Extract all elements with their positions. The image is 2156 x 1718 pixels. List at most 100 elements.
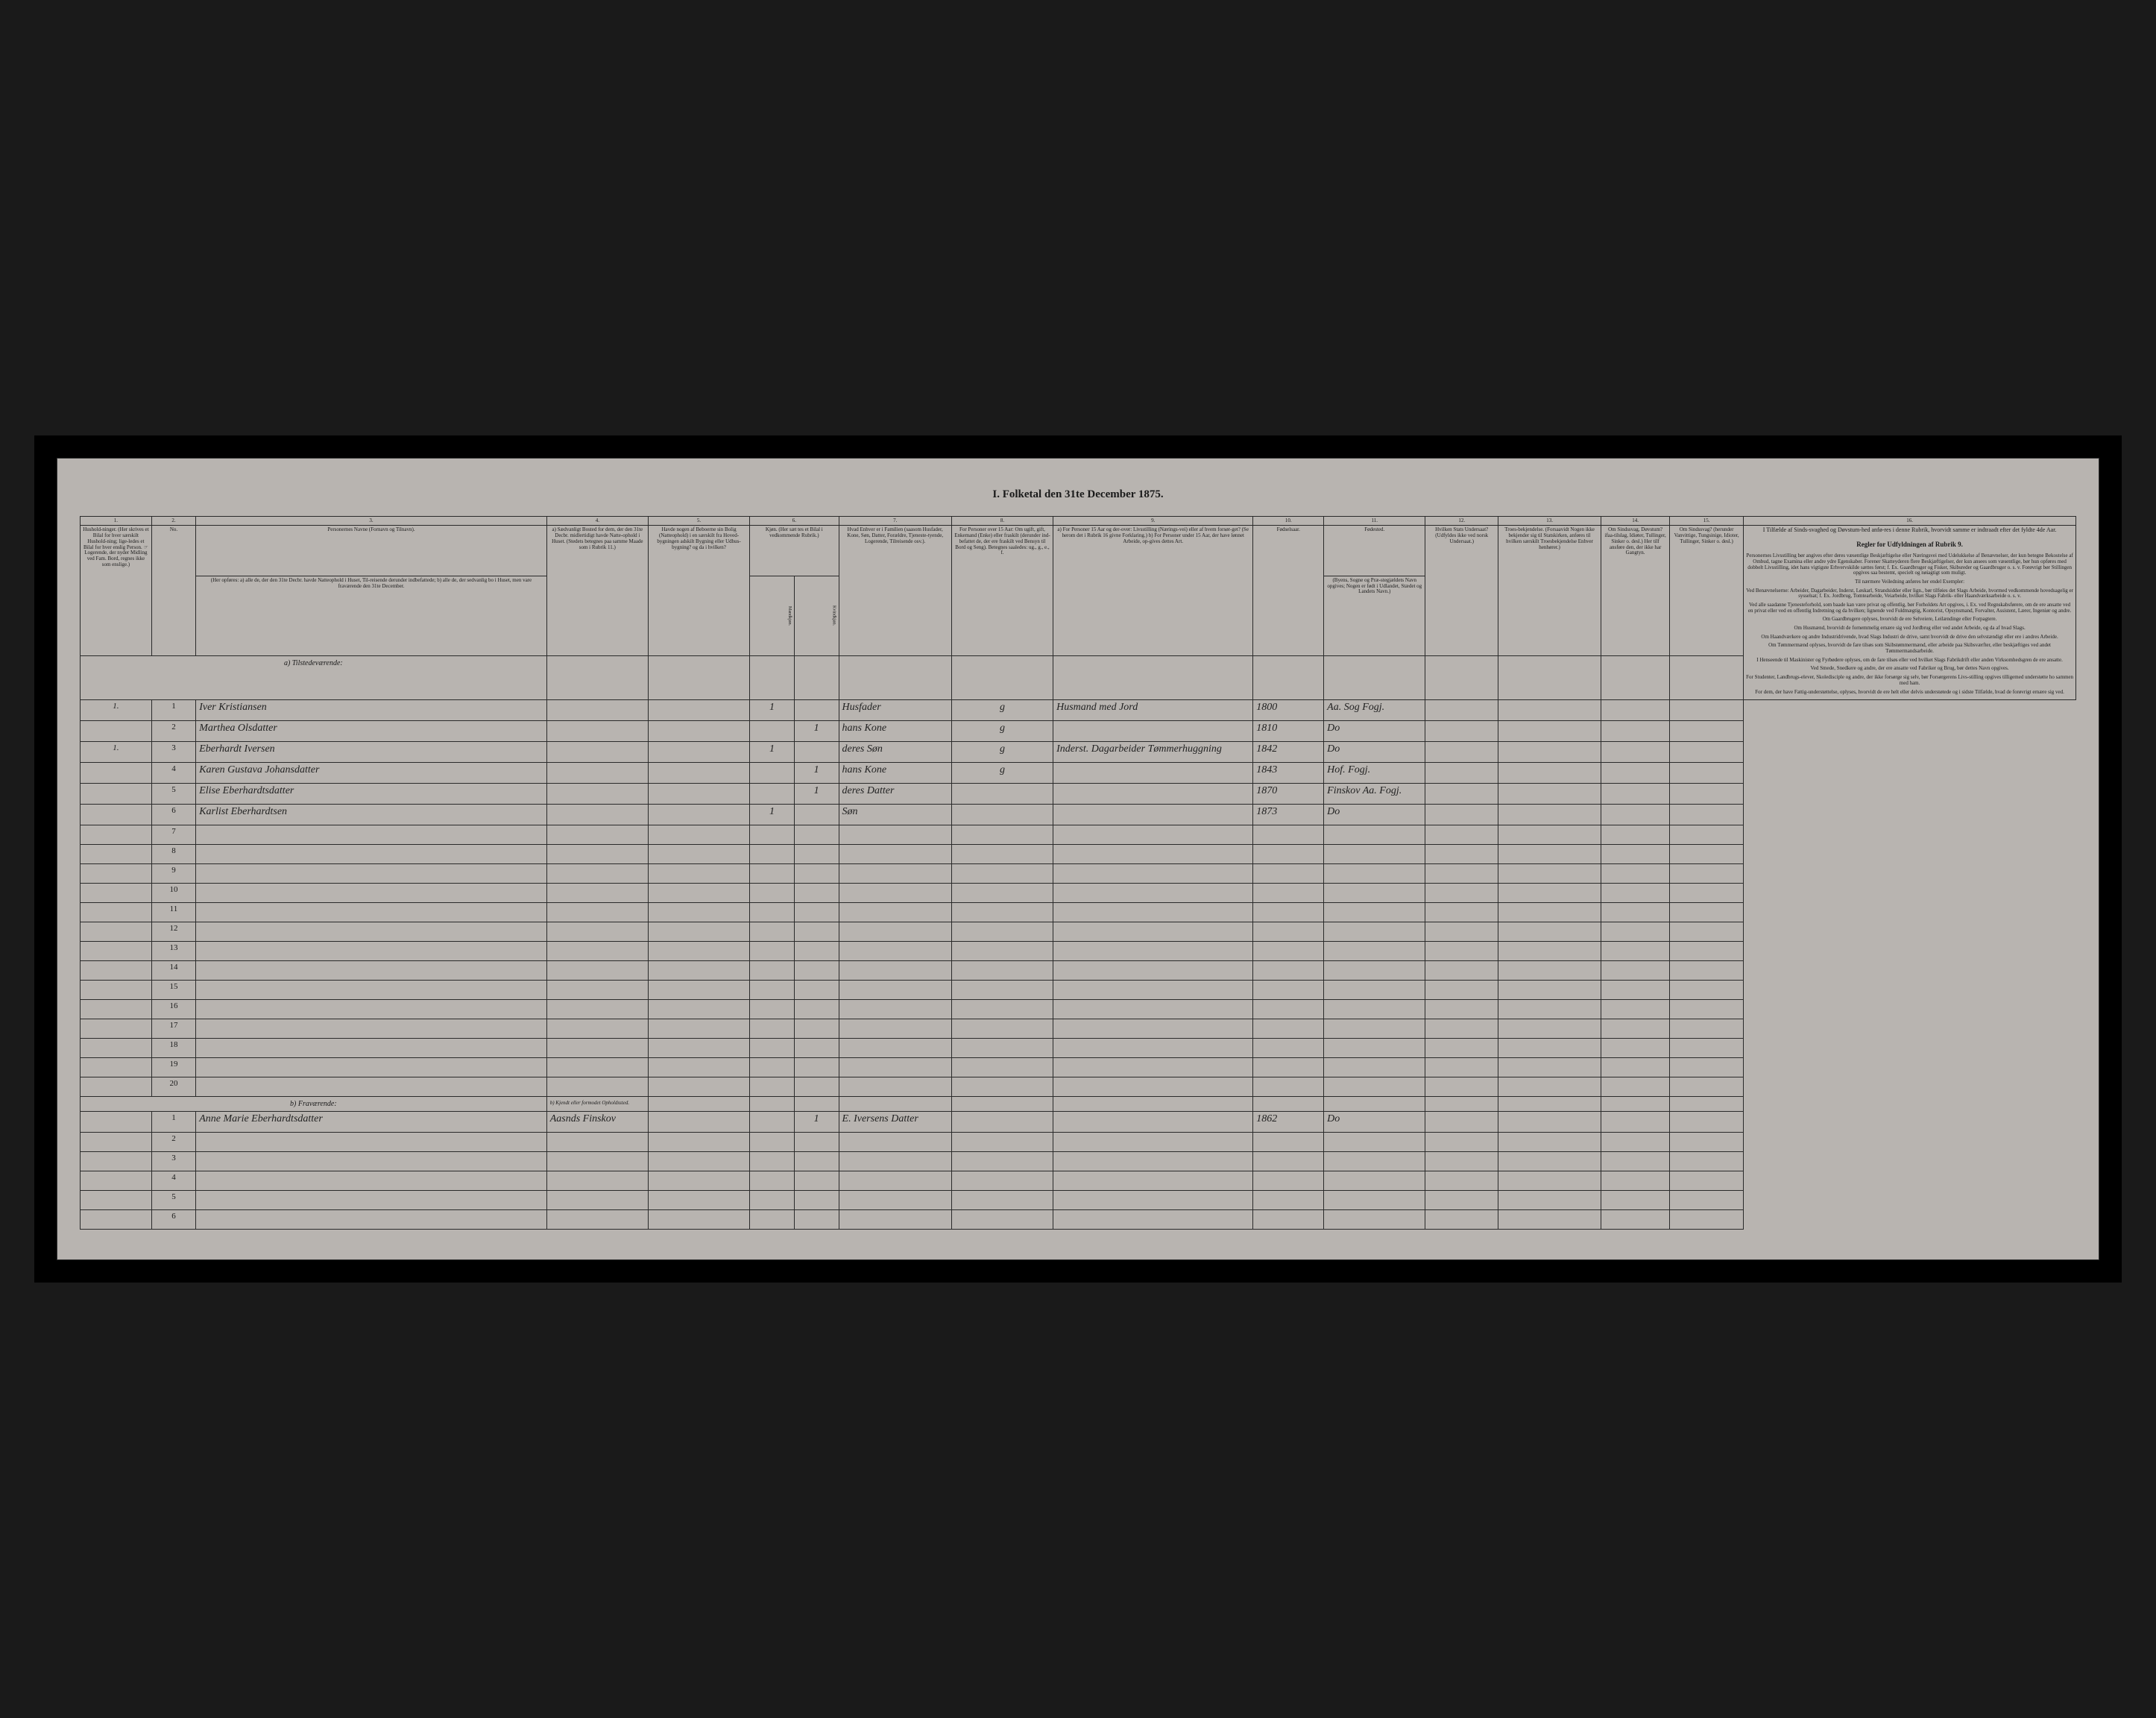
cell	[1670, 784, 1744, 805]
cell	[1670, 742, 1744, 763]
sex-k: 1	[794, 721, 839, 742]
sidebar: I Tilfælde af Sinds-svaghed og Døvstum-h…	[1744, 526, 2076, 700]
table-row: 16	[81, 1000, 2076, 1019]
table-row: 19	[81, 1058, 2076, 1077]
h13: Troes-bekjendelse. (Forsaavidt Nogen ikk…	[1498, 526, 1601, 655]
table-row: 8	[81, 845, 2076, 864]
sidebar-paragraph: Personernes Livsstilling bør angives eft…	[1746, 553, 2073, 576]
col-num: 1.	[81, 516, 152, 526]
person-num: 2	[151, 721, 195, 742]
cell	[1425, 721, 1498, 742]
table-row: 3	[81, 1152, 2076, 1171]
person-name: Eberhardt Iversen	[196, 742, 547, 763]
h3-sub: (Her opføres: a) alle de, der den 31te D…	[196, 576, 547, 656]
birthplace: Finskov Aa. Fogj.	[1324, 784, 1425, 805]
household-num	[81, 763, 152, 784]
birthplace: Aa. Sog Fogj.	[1324, 700, 1425, 721]
col-num: 12.	[1425, 516, 1498, 526]
birthplace: Do	[1324, 721, 1425, 742]
cell	[648, 805, 749, 825]
col-num: 10.	[1253, 516, 1324, 526]
person-num: 15	[151, 981, 195, 1000]
cell	[1601, 742, 1670, 763]
cell	[1670, 805, 1744, 825]
col-num: 9.	[1053, 516, 1253, 526]
table-row: 5 Elise Eberhardtsdatter 1 deres Datter …	[81, 784, 2076, 805]
civil-status: g	[951, 721, 1053, 742]
sex-m: 1	[750, 742, 795, 763]
h5: Havde nogen af Beboerne sin Bolig (Natte…	[648, 526, 749, 655]
person-num: 1	[151, 1112, 195, 1133]
sex-m: 1	[750, 700, 795, 721]
h4: a) Sædvanligt Bosted for dem, der den 31…	[546, 526, 648, 655]
cell	[1425, 805, 1498, 825]
occupation: Husmand med Jord	[1053, 700, 1253, 721]
household-num	[81, 721, 152, 742]
household-num	[81, 805, 152, 825]
section-b-label: b) Fraværende:	[81, 1097, 547, 1112]
col-num: 15.	[1670, 516, 1744, 526]
person-num: 11	[151, 903, 195, 922]
person-num: 1	[151, 700, 195, 721]
h6b: Kvindkjøn.	[794, 576, 839, 656]
cell	[1670, 763, 1744, 784]
relation: Husfader	[839, 700, 951, 721]
sex-k	[794, 700, 839, 721]
sex-k: 1	[794, 784, 839, 805]
h11-sub: (Byens, Sogne og Præ-stegjældets Navn op…	[1324, 576, 1425, 656]
sidebar-paragraph: For dem, der have Fattig-understøttelse,…	[1746, 690, 2073, 696]
relation: hans Kone	[839, 763, 951, 784]
person-name: Iver Kristiansen	[196, 700, 547, 721]
person-num: 14	[151, 961, 195, 981]
location: Aasnds Finskov	[546, 1112, 648, 1133]
person-num: 4	[151, 763, 195, 784]
birth-year: 1810	[1253, 721, 1324, 742]
cell	[1498, 721, 1601, 742]
birth-year: 1843	[1253, 763, 1324, 784]
cell	[1498, 700, 1601, 721]
person-num: 20	[151, 1077, 195, 1097]
census-page: I. Folketal den 31te December 1875. 1. 2…	[57, 458, 2099, 1260]
birthplace: Do	[1324, 1112, 1425, 1133]
person-num: 2	[151, 1133, 195, 1152]
cell	[1670, 721, 1744, 742]
birth-year: 1800	[1253, 700, 1324, 721]
h7: Hvad Enhver er i Familien (saasom Husfad…	[839, 526, 951, 655]
table-row: 20	[81, 1077, 2076, 1097]
table-row: 12	[81, 922, 2076, 942]
civil-status: g	[951, 742, 1053, 763]
sidebar-paragraph: Ved alle saadanne Tjenesteforhold, som b…	[1746, 602, 2073, 614]
page-title: I. Folketal den 31te December 1875.	[80, 488, 2076, 501]
civil-status	[951, 784, 1053, 805]
occupation	[1053, 763, 1253, 784]
occupation	[1053, 1112, 1253, 1133]
person-name: Karen Gustava Johansdatter	[196, 763, 547, 784]
person-name: Marthea Olsdatter	[196, 721, 547, 742]
col-num: 2.	[151, 516, 195, 526]
cell	[1498, 784, 1601, 805]
h1: Hushold-ninger. (Her skrives et Bilal fo…	[81, 526, 152, 655]
relation: E. Iversens Datter	[839, 1112, 951, 1133]
person-num: 6	[151, 805, 195, 825]
table-row: 2	[81, 1133, 2076, 1152]
table-row: 6	[81, 1210, 2076, 1230]
cell	[648, 742, 749, 763]
h14: Om Sindssvag, Døvstum? ifaa-tilslag, Idi…	[1601, 526, 1670, 655]
col-num: 11.	[1324, 516, 1425, 526]
person-num: 4	[151, 1171, 195, 1191]
cell	[546, 742, 648, 763]
section-b-col4: b) Kjendt eller formodet Opholdssted.	[546, 1097, 648, 1112]
sidebar-paragraph: Om Husmænd, hvorvidt de fornemmelig ernæ…	[1746, 626, 2073, 632]
person-name: Anne Marie Eberhardtsdatter	[196, 1112, 547, 1133]
cell	[1601, 805, 1670, 825]
h12: Hvilken Stats Undersaat? (Udfyldes ikke …	[1425, 526, 1498, 655]
civil-status	[951, 1112, 1053, 1133]
h15: Om Sindssvag? (herunder Vanvittige, Tung…	[1670, 526, 1744, 655]
table-row: 1 Anne Marie Eberhardtsdatter Aasnds Fin…	[81, 1112, 2076, 1133]
h16-title: I Tilfælde af Sinds-svaghed og Døvstum-h…	[1746, 527, 2073, 534]
col-number-row: 1. 2. 3. 4. 5. 6. 7. 8. 9. 10. 11. 12. 1…	[81, 516, 2076, 526]
person-name: Karlist Eberhardtsen	[196, 805, 547, 825]
cell	[1425, 784, 1498, 805]
table-row: 4	[81, 1171, 2076, 1191]
civil-status	[951, 805, 1053, 825]
